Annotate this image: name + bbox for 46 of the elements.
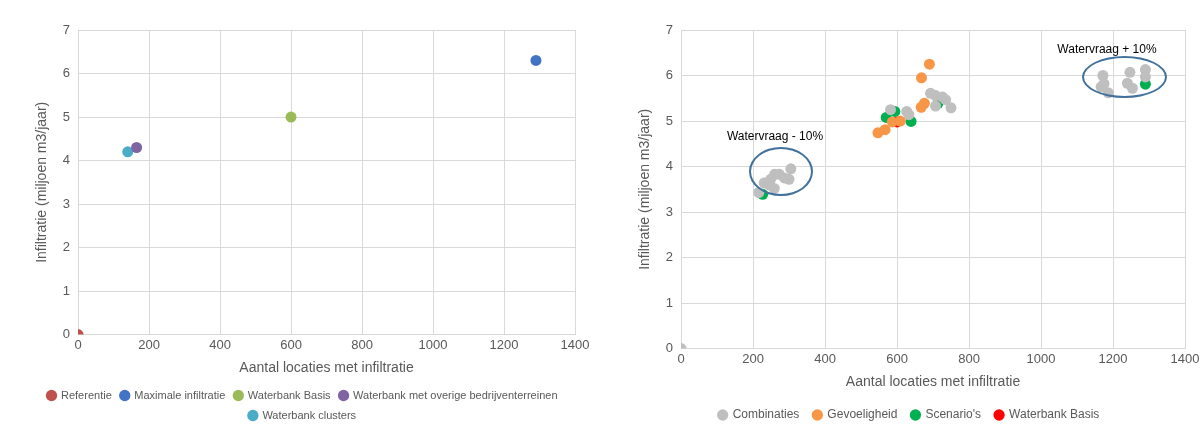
y-axis-title: Infiltratie (miljoen m3/jaar) bbox=[636, 108, 653, 270]
y-tick-label: 5 bbox=[665, 112, 674, 128]
x-tick-label: 200 bbox=[138, 336, 160, 352]
y-tick-label: 0 bbox=[62, 326, 71, 342]
y-tick-label: 7 bbox=[665, 21, 674, 37]
x-tick-label: 800 bbox=[351, 336, 373, 352]
y-tick-label: 2 bbox=[665, 249, 674, 265]
x-tick-label: 1400 bbox=[1170, 350, 1200, 366]
y-axis-title: Infiltratie (miljoen m3/jaar) bbox=[33, 101, 50, 263]
legend-label: Gevoeligheid bbox=[827, 407, 898, 422]
y-tick-label: 1 bbox=[62, 282, 71, 298]
legend-label: Scenario's bbox=[925, 407, 982, 422]
y-tick-label: 6 bbox=[665, 67, 674, 83]
x-tick-label: 1000 bbox=[1026, 350, 1056, 366]
y-tick-label: 3 bbox=[62, 195, 71, 211]
x-axis-title: Aantal locaties met infiltratie bbox=[845, 373, 1021, 390]
y-tick-label: 4 bbox=[62, 152, 71, 168]
y-tick-label: 5 bbox=[62, 108, 71, 124]
y-tick-label: 6 bbox=[62, 65, 71, 81]
legend-label: Maximale infiltratie bbox=[134, 388, 226, 401]
annotation: Watervraag + 10% bbox=[1057, 42, 1157, 57]
x-tick-label: 0 bbox=[677, 350, 685, 366]
x-tick-label: 1200 bbox=[489, 336, 519, 352]
legend-label: Waterbank clusters bbox=[262, 408, 357, 421]
x-tick-label: 600 bbox=[280, 336, 302, 352]
x-tick-label: 800 bbox=[958, 350, 980, 366]
legend-label: Referentie bbox=[61, 388, 112, 401]
legend-label: Waterbank met overige bedrijventerreinen bbox=[353, 388, 558, 401]
y-tick-label: 3 bbox=[665, 203, 674, 219]
x-tick-label: 1400 bbox=[560, 336, 590, 352]
x-tick-label: 1000 bbox=[418, 336, 448, 352]
x-tick-label: 600 bbox=[886, 350, 908, 366]
annotation: Watervraag - 10% bbox=[726, 129, 824, 144]
legend-label: Waterbank Basis bbox=[247, 388, 332, 401]
y-tick-label: 4 bbox=[665, 158, 674, 174]
x-tick-label: 0 bbox=[74, 336, 82, 352]
y-tick-label: 7 bbox=[62, 21, 71, 37]
legend-label: Combinaties bbox=[732, 407, 800, 422]
legend-label: Waterbank Basis bbox=[1009, 407, 1100, 422]
x-tick-label: 400 bbox=[814, 350, 836, 366]
y-tick-label: 2 bbox=[62, 239, 71, 255]
x-tick-label: 400 bbox=[209, 336, 231, 352]
x-axis-title: Aantal locaties met infiltratie bbox=[239, 359, 414, 376]
x-tick-label: 1200 bbox=[1098, 350, 1128, 366]
y-tick-label: 1 bbox=[665, 294, 674, 310]
x-tick-label: 200 bbox=[742, 350, 764, 366]
